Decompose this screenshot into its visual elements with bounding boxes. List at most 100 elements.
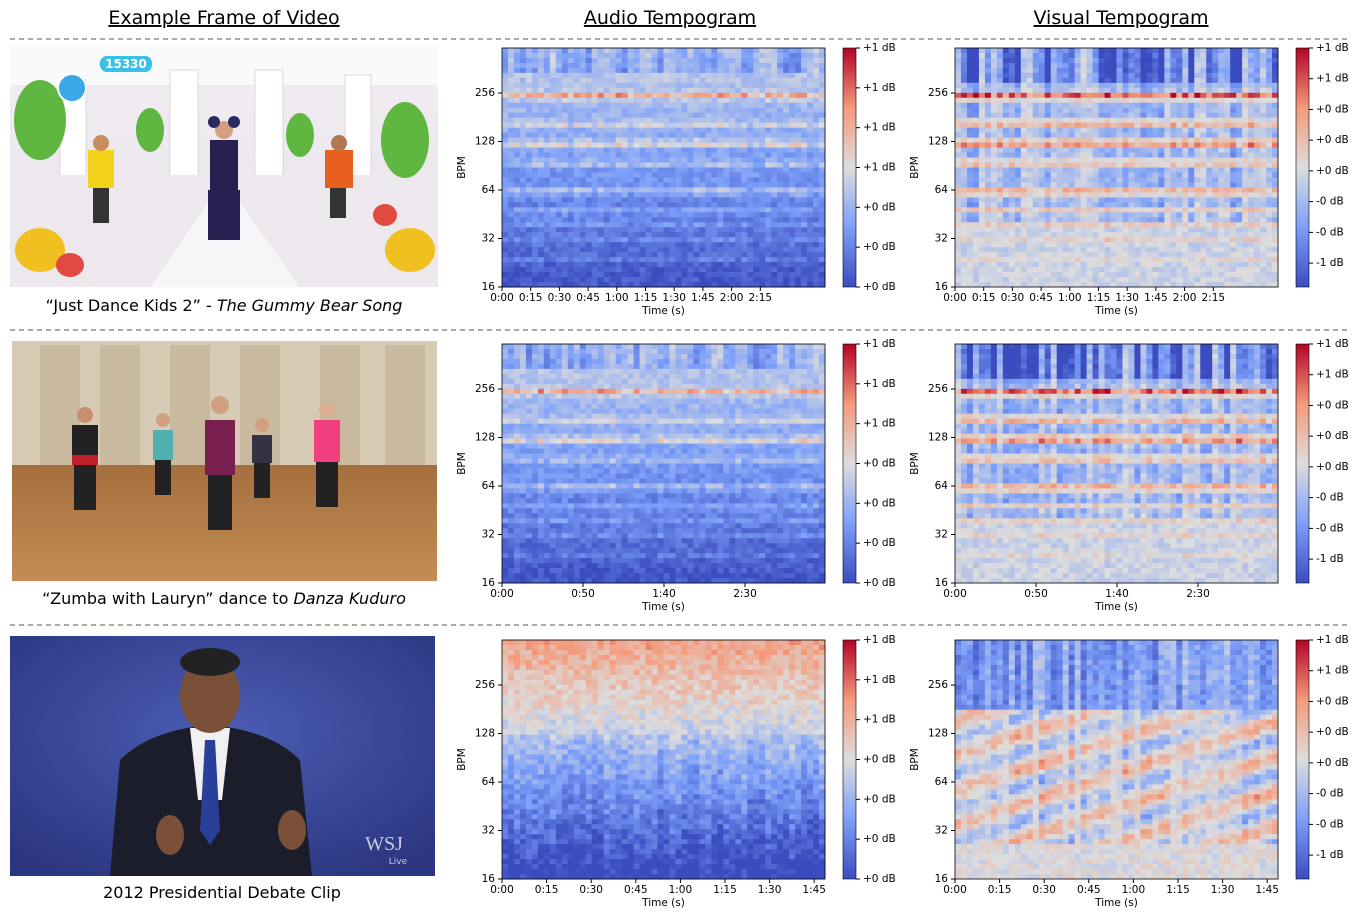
heatmap-cell <box>984 152 992 158</box>
heatmap-cell <box>513 107 521 114</box>
heatmap-cell <box>1146 182 1153 188</box>
heatmap-cell <box>1110 217 1117 223</box>
heatmap-cell <box>747 202 754 208</box>
heatmap-cell <box>1236 222 1243 228</box>
heatmap-cell <box>801 247 808 253</box>
heatmap-cell <box>1212 177 1219 183</box>
heatmap-cell <box>1176 112 1183 119</box>
heatmap-cell <box>819 172 826 178</box>
heatmap-cell <box>531 212 539 218</box>
heatmap-cell <box>729 177 736 183</box>
heatmap-cell <box>591 92 599 99</box>
heatmap-cell <box>1248 57 1255 64</box>
heatmap-cell <box>1272 97 1279 104</box>
heatmap-cell <box>990 222 998 228</box>
heatmap-cell <box>597 162 605 168</box>
heatmap-cell <box>807 227 814 233</box>
heatmap-cell <box>1182 72 1189 79</box>
heatmap-cell <box>972 67 980 74</box>
heatmap-cell <box>819 62 826 69</box>
heatmap-cell <box>1134 127 1141 134</box>
heatmap-cell <box>669 52 676 59</box>
heatmap-cell <box>801 82 808 89</box>
heatmap-cell <box>972 257 980 263</box>
heatmap-cell <box>1068 52 1076 59</box>
heatmap-cell <box>699 112 706 119</box>
heatmap-cell <box>579 117 587 124</box>
heatmap-cell <box>1104 72 1111 79</box>
heatmap-cell <box>579 262 587 268</box>
heatmap-cell <box>729 277 736 283</box>
heatmap-cell <box>1170 227 1177 233</box>
heatmap-cell <box>1260 117 1267 124</box>
heatmap-cell <box>1152 207 1159 213</box>
heatmap-cell <box>675 222 682 228</box>
heatmap-cell <box>609 272 617 278</box>
heatmap-cell <box>675 97 682 104</box>
heatmap-cell <box>960 197 968 203</box>
heatmap-cell <box>1260 62 1267 69</box>
heatmap-cell <box>549 177 557 183</box>
heatmap-cell <box>591 167 599 173</box>
heatmap-cell <box>960 132 968 139</box>
heatmap-cell <box>1092 212 1099 218</box>
heatmap-cell <box>978 102 986 109</box>
heatmap-cell <box>1104 87 1111 94</box>
heatmap-cell <box>645 262 652 268</box>
heatmap-cell <box>759 202 766 208</box>
heatmap-cell <box>1242 137 1249 144</box>
heatmap-cell <box>645 277 652 283</box>
heatmap-cell <box>513 48 521 54</box>
heatmap-cell <box>1020 102 1028 109</box>
heatmap-cell <box>996 77 1004 84</box>
heatmap-cell <box>507 227 515 233</box>
heatmap-cell <box>1032 112 1040 119</box>
heatmap-cell <box>1146 227 1153 233</box>
heatmap-cell <box>1020 217 1028 223</box>
heatmap-cell <box>1266 187 1273 193</box>
heatmap-cell <box>651 97 658 104</box>
heatmap-cell <box>1110 227 1117 233</box>
heatmap-cell <box>531 187 539 193</box>
x-tick-label: 0:00 <box>490 292 514 304</box>
heatmap-cell <box>1128 152 1135 158</box>
heatmap-cell <box>525 127 533 134</box>
heatmap-cell <box>1050 252 1058 258</box>
heatmap-cell <box>1260 147 1267 153</box>
heatmap-cell <box>777 127 784 134</box>
heatmap-cell <box>693 237 700 243</box>
heatmap-cell <box>639 237 646 243</box>
heatmap-cell <box>1254 72 1261 79</box>
heatmap-cell <box>543 97 551 104</box>
heatmap-cell <box>1176 257 1183 263</box>
heatmap-cell <box>1008 257 1016 263</box>
heatmap-cell <box>1164 247 1171 253</box>
heatmap-cell <box>513 172 521 178</box>
heatmap-cell <box>1062 107 1070 114</box>
heatmap-cell <box>1086 172 1093 178</box>
heatmap-cell <box>687 137 694 144</box>
heatmap-cell <box>669 122 676 129</box>
heatmap-cell <box>1128 252 1135 258</box>
heatmap-cell <box>519 132 527 139</box>
heatmap-cell <box>502 77 509 84</box>
heatmap-cell <box>567 192 575 198</box>
heatmap-cell <box>603 162 611 168</box>
heatmap-cell <box>573 117 581 124</box>
heatmap-cell <box>585 197 593 203</box>
heatmap-cell <box>1068 232 1076 238</box>
heatmap-cell <box>1188 147 1195 153</box>
colorbar-label: +1 dB <box>863 82 896 94</box>
heatmap-cell <box>1104 237 1111 243</box>
heatmap-cell <box>1104 67 1111 74</box>
heatmap-cell <box>717 277 724 283</box>
heatmap-cell <box>771 132 778 139</box>
heatmap-cell <box>729 192 736 198</box>
heatmap-cell <box>687 162 694 168</box>
heatmap-cell <box>1146 107 1153 114</box>
heatmap-cell <box>555 57 563 64</box>
heatmap-cell <box>657 227 664 233</box>
heatmap-cell <box>1194 62 1201 69</box>
heatmap-cell <box>627 97 634 104</box>
heatmap-cell <box>705 262 712 268</box>
